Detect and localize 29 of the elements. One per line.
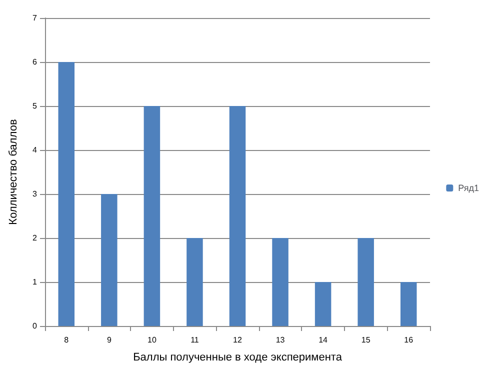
x-tick-label: 13: [276, 336, 286, 344]
x-axis-title: Баллы полученные в ходе эксперимента: [133, 352, 343, 364]
x-tick-label: 9: [106, 336, 112, 344]
y-tick-label: 6: [32, 58, 38, 66]
bar: [229, 106, 246, 326]
bar: [400, 282, 417, 326]
y-tick-label: 2: [32, 234, 38, 242]
y-axis-title: Колличество баллов: [8, 119, 20, 225]
y-tick-label: 7: [32, 14, 38, 22]
bar: [358, 238, 374, 326]
bar: [101, 194, 118, 326]
x-tick-label: 11: [190, 336, 200, 344]
y-tick-label: 0: [32, 322, 38, 330]
bar: [144, 106, 160, 326]
x-tick-label: 10: [147, 336, 157, 344]
bar: [272, 238, 288, 326]
y-tick-label: 4: [32, 146, 38, 154]
y-tick-label: 3: [32, 190, 38, 198]
y-tick-label: 5: [32, 102, 38, 110]
bar: [314, 282, 332, 326]
legend-label: Ряд1: [458, 183, 480, 193]
bar: [186, 238, 203, 326]
x-tick-label: 8: [64, 336, 70, 344]
x-tick-label: 14: [318, 336, 328, 344]
bar: [58, 62, 75, 326]
x-tick-label: 12: [233, 336, 242, 344]
x-tick-label: 16: [404, 336, 414, 344]
x-tick-label: 15: [361, 336, 371, 344]
y-tick-label: 1: [32, 278, 38, 286]
